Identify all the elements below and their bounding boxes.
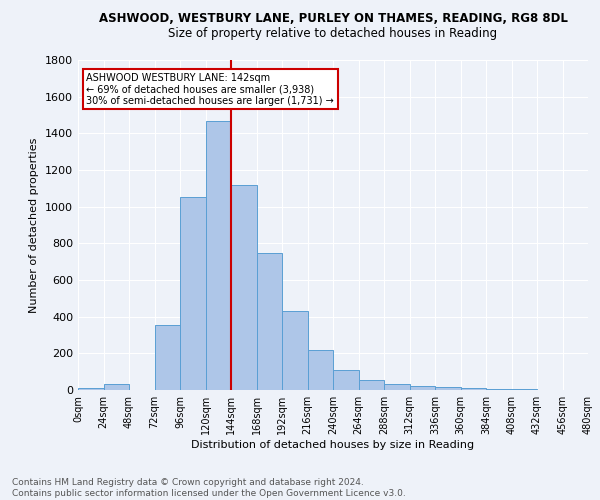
Bar — [409, 386, 435, 390]
Bar — [257, 254, 282, 390]
Bar — [78, 388, 104, 390]
Bar — [308, 350, 333, 390]
Bar — [511, 389, 537, 390]
X-axis label: Distribution of detached houses by size in Reading: Distribution of detached houses by size … — [191, 440, 475, 450]
Bar — [486, 389, 511, 390]
Bar — [282, 311, 308, 390]
Bar — [461, 388, 486, 390]
Bar — [359, 380, 384, 390]
Bar — [104, 384, 129, 390]
Bar — [384, 384, 409, 390]
Bar — [231, 184, 257, 390]
Bar — [155, 325, 180, 390]
Text: Contains HM Land Registry data © Crown copyright and database right 2024.
Contai: Contains HM Land Registry data © Crown c… — [12, 478, 406, 498]
Bar — [180, 196, 205, 390]
Text: Size of property relative to detached houses in Reading: Size of property relative to detached ho… — [169, 28, 497, 40]
Text: ASHWOOD, WESTBURY LANE, PURLEY ON THAMES, READING, RG8 8DL: ASHWOOD, WESTBURY LANE, PURLEY ON THAMES… — [98, 12, 568, 26]
Text: ASHWOOD WESTBURY LANE: 142sqm
← 69% of detached houses are smaller (3,938)
30% o: ASHWOOD WESTBURY LANE: 142sqm ← 69% of d… — [86, 73, 334, 106]
Bar — [205, 122, 231, 390]
Bar — [333, 370, 359, 390]
Y-axis label: Number of detached properties: Number of detached properties — [29, 138, 40, 312]
Bar — [435, 387, 461, 390]
